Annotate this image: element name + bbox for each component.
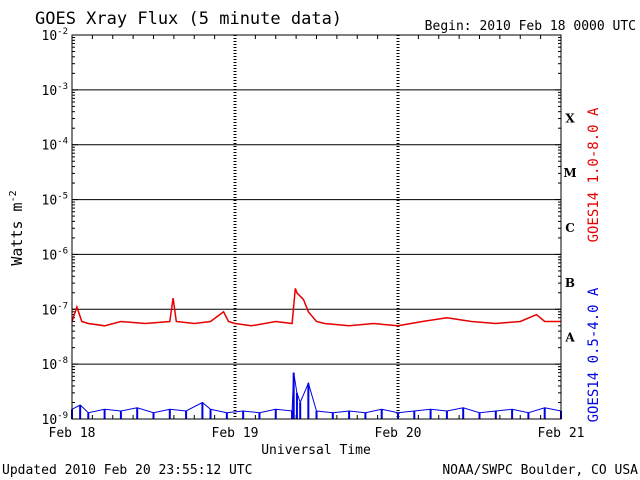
x-tick-label: Feb 20 (375, 426, 422, 441)
y-tick-exponent: -5 (57, 192, 68, 202)
y-tick-label: 10-8 (42, 356, 69, 373)
y-axis-label: Watts m-2 (8, 190, 26, 265)
y-tick-exponent: -3 (57, 82, 68, 92)
y-tick-exponent: -7 (57, 301, 68, 311)
flare-class-M: M (563, 166, 576, 180)
y-tick-base: 10 (42, 413, 58, 428)
series-1-line (71, 372, 562, 414)
chart-title: GOES Xray Flux (5 minute data) (35, 9, 342, 29)
y-axis-label-text: Watts m (8, 202, 26, 265)
y-tick-exponent: -2 (57, 27, 68, 37)
y-tick-base: 10 (42, 303, 58, 318)
plot-frame (71, 34, 562, 420)
flare-class-labels: X M C B A (563, 111, 576, 344)
y-tick-exponent: -6 (57, 246, 68, 256)
series-layer (71, 288, 562, 419)
x-tick-labels: Feb 18 Feb 19 Feb 20 Feb 21 (49, 426, 585, 441)
y-tick-label: 10-6 (42, 246, 69, 263)
flare-class-C: C (565, 221, 575, 235)
x-axis-label: Universal Time (261, 443, 371, 458)
y-tick-labels: 10-210-310-410-510-610-710-810-9 (42, 27, 69, 428)
y-tick-base: 10 (42, 194, 58, 209)
y-tick-exponent: -4 (57, 137, 68, 147)
x-tick-label: Feb 21 (538, 426, 585, 441)
flare-class-X: X (565, 111, 575, 125)
flare-class-A: A (564, 331, 575, 345)
x-tick-label: Feb 19 (212, 426, 259, 441)
grid (72, 34, 561, 420)
y-tick-label: 10-3 (42, 82, 69, 99)
series-label-short: GOES14 0.5-4.0 A (586, 287, 602, 422)
x-tick-label: Feb 18 (49, 426, 96, 441)
y-tick-label: 10-5 (42, 192, 69, 209)
y-tick-label: 10-7 (42, 301, 69, 318)
y-tick-base: 10 (42, 29, 58, 44)
series-0-line (71, 288, 561, 327)
y-tick-base: 10 (42, 84, 58, 99)
updated-label: Updated 2010 Feb 20 23:55:12 UTC (2, 463, 252, 478)
y-tick-exponent: -8 (57, 356, 68, 366)
y-tick-base: 10 (42, 248, 58, 263)
begin-label: Begin: 2010 Feb 18 0000 UTC (425, 19, 636, 34)
y-tick-base: 10 (42, 358, 58, 373)
y-tick-base: 10 (42, 139, 58, 154)
series-label-long: GOES14 1.0-8.0 A (586, 107, 602, 242)
flare-class-B: B (565, 276, 575, 290)
source-label: NOAA/SWPC Boulder, CO USA (442, 463, 638, 478)
y-axis-label-exponent: -2 (8, 190, 19, 202)
y-tick-label: 10-9 (42, 411, 69, 428)
y-tick-label: 10-4 (42, 137, 69, 154)
y-tick-exponent: -9 (57, 411, 68, 421)
y-tick-label: 10-2 (42, 27, 69, 44)
